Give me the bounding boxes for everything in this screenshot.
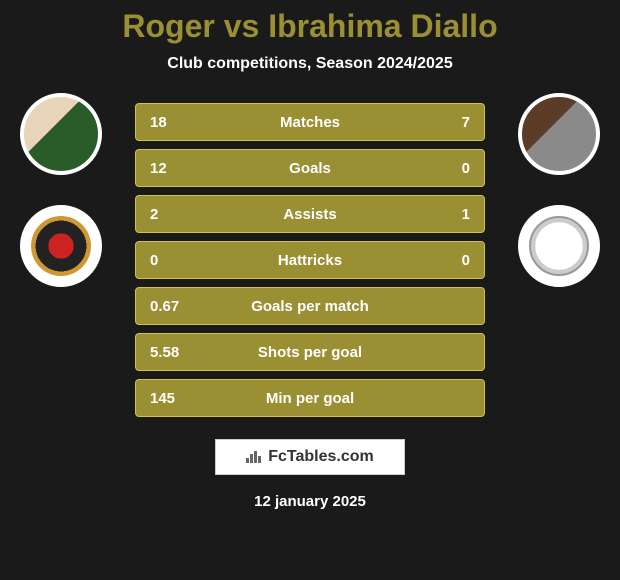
page-subtitle: Club competitions, Season 2024/2025 [167,55,452,73]
player-right-avatar [518,93,600,175]
club-right-avatar [518,205,600,287]
stat-row-goals: 12 Goals 0 [135,149,485,187]
stat-left-value: 0 [150,252,200,269]
badge-text: FcTables.com [268,448,374,466]
stat-label: Shots per goal [200,344,420,361]
stat-row-assists: 2 Assists 1 [135,195,485,233]
page-title: Roger vs Ibrahima Diallo [122,8,497,45]
stat-row-shots-per-goal: 5.58 Shots per goal [135,333,485,371]
stat-row-min-per-goal: 145 Min per goal [135,379,485,417]
stat-left-value: 18 [150,114,200,131]
stat-label: Matches [200,114,420,131]
stat-right-value: 1 [420,206,470,223]
stat-row-matches: 18 Matches 7 [135,103,485,141]
stat-label: Hattricks [200,252,420,269]
chart-icon [246,449,262,466]
stat-label: Goals per match [200,298,420,315]
stats-list: 18 Matches 7 12 Goals 0 2 Assists 1 0 Ha… [135,103,485,417]
stat-left-value: 0.67 [150,298,200,315]
stat-right-value: 7 [420,114,470,131]
club-left-avatar [20,205,102,287]
stat-label: Assists [200,206,420,223]
stat-right-value: 0 [420,160,470,177]
stat-left-value: 12 [150,160,200,177]
stat-row-hattricks: 0 Hattricks 0 [135,241,485,279]
stat-left-value: 145 [150,390,200,407]
player-left-avatar [20,93,102,175]
club-right-crest [529,216,589,276]
stat-left-value: 5.58 [150,344,200,361]
footer-date: 12 january 2025 [254,493,366,510]
stat-right-value: 0 [420,252,470,269]
stat-row-goals-per-match: 0.67 Goals per match [135,287,485,325]
stat-label: Goals [200,160,420,177]
stat-label: Min per goal [200,390,420,407]
right-avatars-column [518,93,600,287]
left-avatars-column [20,93,102,287]
stat-left-value: 2 [150,206,200,223]
club-left-crest [31,216,91,276]
main-container: Roger vs Ibrahima Diallo Club competitio… [0,0,620,580]
source-badge: FcTables.com [215,439,405,475]
stats-area: 18 Matches 7 12 Goals 0 2 Assists 1 0 Ha… [0,103,620,417]
